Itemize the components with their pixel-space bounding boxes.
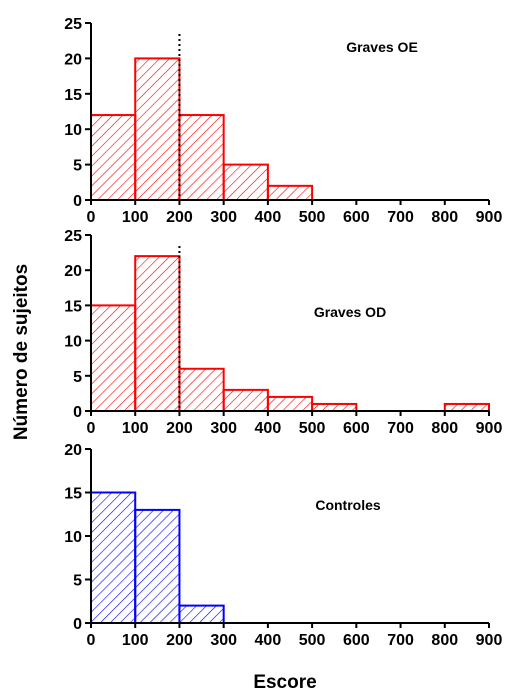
x-tick-label: 0 [87, 420, 96, 437]
x-tick-label: 200 [166, 632, 193, 649]
y-tick-label: 0 [73, 193, 82, 210]
x-tick-label: 600 [343, 420, 370, 437]
x-tick-label: 400 [255, 420, 282, 437]
y-axis-title: Número de sujeitos [11, 264, 32, 440]
y-tick-label: 5 [73, 158, 82, 175]
y-tick-label: 10 [64, 334, 82, 351]
y-tick-label: 15 [64, 486, 82, 503]
y-tick-label: 5 [73, 369, 82, 386]
x-tick-label: 800 [431, 209, 458, 226]
histogram-bar [134, 57, 181, 202]
y-tick-label: 0 [73, 616, 82, 633]
histogram-bar [178, 604, 225, 624]
x-tick-label: 700 [387, 209, 414, 226]
histogram-bar [90, 114, 137, 201]
x-tick-label: 500 [299, 420, 326, 437]
x-tick-label: 800 [431, 632, 458, 649]
y-tick-label: 20 [64, 263, 82, 280]
y-tick-label: 5 [73, 573, 82, 590]
x-tick-label: 400 [255, 632, 282, 649]
y-tick-label: 20 [64, 51, 82, 68]
histogram-bar [266, 395, 314, 413]
x-tick-label: 600 [343, 209, 370, 226]
x-tick-label: 300 [210, 420, 237, 437]
histogram-bar [178, 367, 225, 413]
histogram-bar [90, 304, 137, 412]
histogram-bar [266, 184, 314, 201]
x-tick-label: 900 [476, 420, 503, 437]
x-tick-label: 800 [431, 420, 458, 437]
y-tick-label: 25 [64, 16, 82, 33]
x-axis-title: Escore [253, 672, 316, 693]
x-tick-label: 100 [122, 209, 149, 226]
y-tick-label: 20 [64, 442, 82, 459]
histogram-bar [222, 163, 269, 202]
histogram-bar [134, 255, 181, 412]
histogram-bar [443, 402, 490, 412]
y-tick-label: 10 [64, 529, 82, 546]
histogram-bar [134, 508, 181, 624]
x-tick-label: 700 [387, 632, 414, 649]
y-tick-label: 15 [64, 87, 82, 104]
x-tick-label: 500 [299, 632, 326, 649]
panel-title: Graves OD [314, 304, 386, 320]
histogram-bar [178, 114, 225, 201]
y-tick-label: 10 [64, 122, 82, 139]
x-tick-label: 900 [476, 209, 503, 226]
chart-panel-2: 0 5 10 15 20 25 0 100 200 300 400 500 600 700 800 900 Gr… [64, 228, 502, 437]
x-tick-label: 100 [122, 632, 149, 649]
y-tick-label: 25 [64, 228, 82, 245]
chart-panel-1: 0 5 10 15 20 25 0 100 200 300 400 500 600 700 800 900 Gr… [64, 16, 502, 226]
x-tick-label: 200 [166, 420, 193, 437]
x-tick-label: 200 [166, 209, 193, 226]
x-tick-label: 500 [299, 209, 326, 226]
histogram-bar [90, 491, 137, 624]
x-tick-label: 100 [122, 420, 149, 437]
y-tick-label: 0 [73, 404, 82, 421]
panel-title: Graves OE [346, 39, 418, 55]
x-tick-label: 700 [387, 420, 414, 437]
x-tick-label: 300 [210, 209, 237, 226]
x-tick-label: 0 [87, 632, 96, 649]
y-tick-label: 15 [64, 298, 82, 315]
x-tick-label: 900 [476, 632, 503, 649]
x-tick-label: 0 [87, 209, 96, 226]
x-tick-label: 400 [255, 209, 282, 226]
histogram-bar [222, 388, 269, 413]
panel-title: Controles [315, 497, 381, 513]
x-tick-label: 300 [210, 632, 237, 649]
histogram-bar [311, 402, 358, 412]
x-tick-label: 600 [343, 632, 370, 649]
